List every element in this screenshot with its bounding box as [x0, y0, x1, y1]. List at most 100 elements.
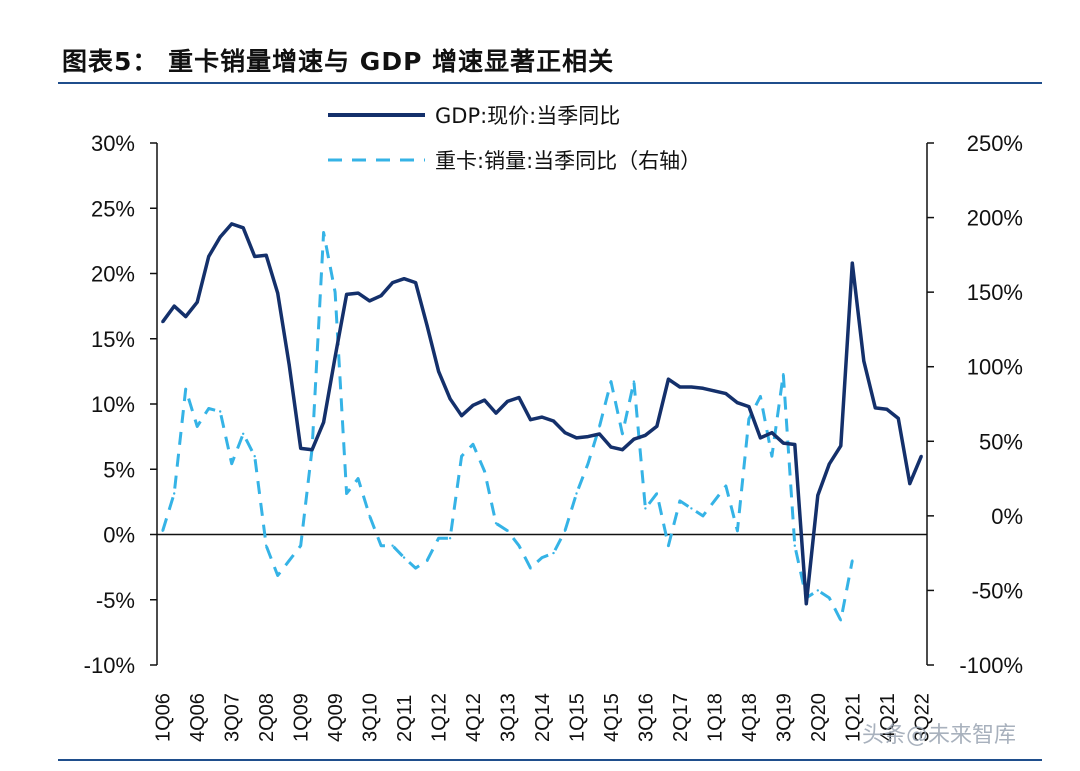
truck-sales-point [690, 507, 693, 510]
gdp-point [333, 355, 337, 359]
gdp-point [873, 406, 877, 410]
gdp-point [529, 418, 532, 422]
gdp-point [241, 226, 245, 230]
gdp-point [747, 405, 751, 409]
gdp-point [850, 261, 854, 265]
gdp-point [563, 431, 567, 435]
truck-sales-point [644, 507, 647, 510]
gdp-point [678, 385, 682, 389]
right-axis-tick-label: 0% [991, 504, 1023, 529]
gdp-point [609, 445, 613, 449]
truck-sales-point [575, 492, 578, 495]
truck-sales-point [161, 529, 164, 532]
right-axis-tick-label: 100% [967, 355, 1023, 380]
gdp-point [264, 253, 268, 257]
truck-sales-point [839, 619, 842, 622]
truck-sales-point [816, 589, 819, 592]
gdp-point [793, 443, 797, 446]
gdp-point [839, 444, 843, 448]
gdp-point [517, 396, 521, 399]
gdp-point [781, 441, 785, 445]
truck-sales-point [678, 499, 682, 503]
series-layer [161, 222, 923, 622]
truck-sales-point [460, 455, 463, 458]
truck-sales-point [770, 455, 774, 458]
truck-sales-point [655, 492, 659, 495]
truck-sales-point [196, 425, 199, 428]
gdp-point [816, 493, 820, 497]
gdp-point [701, 386, 705, 390]
truck-sales-point [333, 290, 337, 294]
gdp-point [356, 291, 360, 295]
truck-sales-point [219, 410, 222, 413]
truck-sales-point [701, 514, 705, 518]
x-axis-tick-label: 4Q21 [877, 693, 899, 742]
legend-gdp-label: GDP:现价:当季同比 [435, 104, 620, 128]
left-axis-tick-label: 25% [91, 196, 135, 221]
truck-sales-point [793, 544, 796, 547]
gdp-point [276, 291, 280, 295]
x-axis-tick-label: 1Q15 [566, 693, 588, 742]
gdp-point [310, 448, 314, 452]
gdp-point [391, 281, 395, 285]
truck-sales-point [276, 574, 279, 577]
gdp-point [437, 369, 441, 373]
truck-sales-point [230, 462, 233, 465]
truck-sales-point [506, 529, 509, 532]
x-axis-tick-label: 2Q11 [394, 695, 416, 742]
truck-sales-point [242, 432, 245, 435]
gdp-point [896, 416, 900, 420]
gdp-point [735, 401, 739, 405]
gdp-point [471, 403, 475, 407]
gdp-point [552, 419, 555, 423]
left-axis-tick-label: 20% [91, 262, 135, 287]
x-axis-tick-label: 2Q20 [808, 693, 830, 742]
axes: 30% 25% 20% 15% 10% 5% 0% -5% -10% 250% 200% 150% 10… [84, 131, 1023, 742]
truck-sales-point [379, 544, 383, 547]
right-axis-tick-label: 50% [979, 429, 1023, 454]
truck-sales-point [345, 492, 348, 495]
chart-title: 图表5： 重卡销量增速与 GDP 增速显著正相关 [62, 47, 615, 76]
right-axis-tick-label: 200% [967, 206, 1023, 231]
gdp-point [643, 433, 647, 437]
x-axis-tick-label: 4Q18 [739, 693, 761, 742]
x-axis-tick-label: 3Q13 [498, 693, 520, 742]
truck-sales-point [425, 559, 429, 562]
truck-sales-point [828, 596, 831, 600]
gdp-point [575, 436, 578, 440]
x-axis-tick-label: 2Q17 [670, 693, 692, 742]
gdp-point [689, 385, 693, 389]
truck-sales-point [356, 477, 360, 480]
truck-sales-point [609, 380, 613, 383]
x-axis-tick-label: 3Q22 [911, 693, 933, 742]
right-axis-tick-label: -100% [959, 653, 1023, 678]
gdp-point [598, 432, 601, 436]
gdp-point [620, 448, 624, 452]
truck-sales-point [563, 529, 567, 532]
legend-truck-label: 重卡:销量:当季同比（右轴） [435, 149, 701, 173]
truck-sales-point [437, 537, 440, 540]
gdp-point [827, 462, 831, 466]
x-axis-tick-label: 1Q12 [429, 693, 451, 742]
truck-sales-point [368, 514, 371, 518]
truck-sales-point [736, 529, 739, 532]
right-axis-tick-label: 150% [967, 280, 1023, 305]
truck-sales-point [483, 469, 486, 473]
x-axis-tick-label: 3Q19 [773, 693, 795, 742]
truck-sales-point [391, 544, 394, 547]
truck-sales-point [402, 556, 406, 559]
truck-sales-point [598, 425, 601, 428]
gdp-point [655, 424, 659, 428]
truck-sales-point [782, 373, 785, 376]
gdp-yoy-line [161, 222, 923, 606]
gdp-point [908, 482, 912, 486]
left-axis-tick-label: 0% [103, 523, 135, 548]
gdp-point [287, 363, 291, 367]
truck-sales-point [621, 432, 624, 435]
gdp-point [460, 414, 464, 418]
gdp-point [919, 454, 923, 458]
truck-sales-point [747, 417, 751, 421]
gdp-point [632, 437, 636, 441]
x-axis-tick-label: 2Q08 [256, 693, 278, 742]
truck-sales-point [173, 492, 176, 495]
